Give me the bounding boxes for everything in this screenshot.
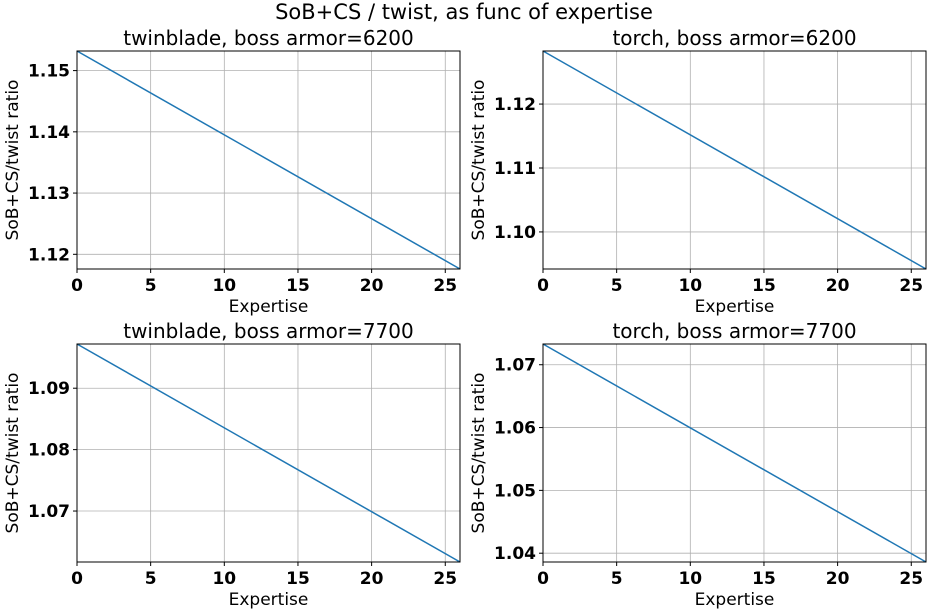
x-axis-label: Expertise <box>695 590 775 610</box>
x-tick-label: 25 <box>899 569 923 589</box>
subplot-1: twinblade, boss armor=6200 0 5 10 15 20 25 1.12… <box>3 26 461 317</box>
x-tick-label: 25 <box>433 276 457 296</box>
subplot-2: torch, boss armor=6200 0 5 10 15 20 25 1.10 1.11… <box>469 26 927 317</box>
y-tick-label: 1.11 <box>494 159 536 179</box>
y-tick-label: 1.05 <box>494 481 536 501</box>
x-tick-label: 0 <box>537 276 549 296</box>
x-tick-label: 25 <box>899 276 923 296</box>
subplot-title: torch, boss armor=6200 <box>612 26 856 50</box>
x-tick-label: 15 <box>752 276 776 296</box>
y-tick-label: 1.13 <box>28 184 70 204</box>
x-tick-label: 10 <box>212 276 236 296</box>
y-tick-label: 1.10 <box>494 223 536 243</box>
y-tick-label: 1.09 <box>28 379 70 399</box>
x-tick-label: 15 <box>286 276 310 296</box>
x-tick-label: 5 <box>145 276 157 296</box>
x-tick-label: 20 <box>826 569 850 589</box>
x-tick-label: 20 <box>826 276 850 296</box>
x-axis-label: Expertise <box>695 297 775 317</box>
y-tick-label: 1.07 <box>28 502 70 522</box>
y-tick-label: 1.14 <box>28 123 70 143</box>
y-tick-label: 1.06 <box>494 419 536 439</box>
x-tick-label: 10 <box>678 276 702 296</box>
y-axis-label: SoB+CS/twist ratio <box>469 80 489 241</box>
subplot-title: twinblade, boss armor=7700 <box>123 319 414 343</box>
x-tick-label: 5 <box>611 569 623 589</box>
y-axis-label: SoB+CS/twist ratio <box>3 80 23 241</box>
x-tick-label: 20 <box>360 569 384 589</box>
subplot-title: torch, boss armor=7700 <box>612 319 856 343</box>
x-tick-label: 5 <box>611 276 623 296</box>
x-axis-label: Expertise <box>229 590 309 610</box>
x-tick-label: 15 <box>286 569 310 589</box>
subplot-title: twinblade, boss armor=6200 <box>123 26 414 50</box>
plot-frame <box>76 50 461 270</box>
plot-frame <box>76 343 461 563</box>
x-tick-label: 10 <box>212 569 236 589</box>
plot-frame <box>542 50 927 270</box>
x-tick-label: 15 <box>752 569 776 589</box>
x-tick-label: 25 <box>433 569 457 589</box>
x-tick-label: 20 <box>360 276 384 296</box>
y-axis-label: SoB+CS/twist ratio <box>469 373 489 534</box>
series-line <box>542 50 927 270</box>
x-tick-label: 0 <box>71 276 83 296</box>
y-axis-label: SoB+CS/twist ratio <box>3 373 23 534</box>
x-axis-label: Expertise <box>229 297 309 317</box>
y-tick-label: 1.12 <box>494 95 536 115</box>
series-line <box>542 343 927 563</box>
y-tick-label: 1.15 <box>28 62 70 82</box>
subplot-3: twinblade, boss armor=7700 0 5 10 15 20 25 1.07… <box>3 319 461 610</box>
figure-suptitle: SoB+CS / twist, as func of expertise <box>275 0 653 24</box>
y-tick-label: 1.07 <box>494 356 536 376</box>
y-tick-label: 1.08 <box>28 441 70 461</box>
x-tick-label: 5 <box>145 569 157 589</box>
series-line <box>76 50 461 270</box>
x-tick-label: 0 <box>537 569 549 589</box>
x-tick-label: 0 <box>71 569 83 589</box>
y-tick-label: 1.04 <box>494 544 536 564</box>
y-tick-label: 1.12 <box>28 245 70 265</box>
subplot-4: torch, boss armor=7700 0 5 10 15 20 25 1.04 1.05… <box>469 319 927 610</box>
series-line <box>76 343 461 563</box>
x-tick-label: 10 <box>678 569 702 589</box>
plot-frame <box>542 343 927 563</box>
